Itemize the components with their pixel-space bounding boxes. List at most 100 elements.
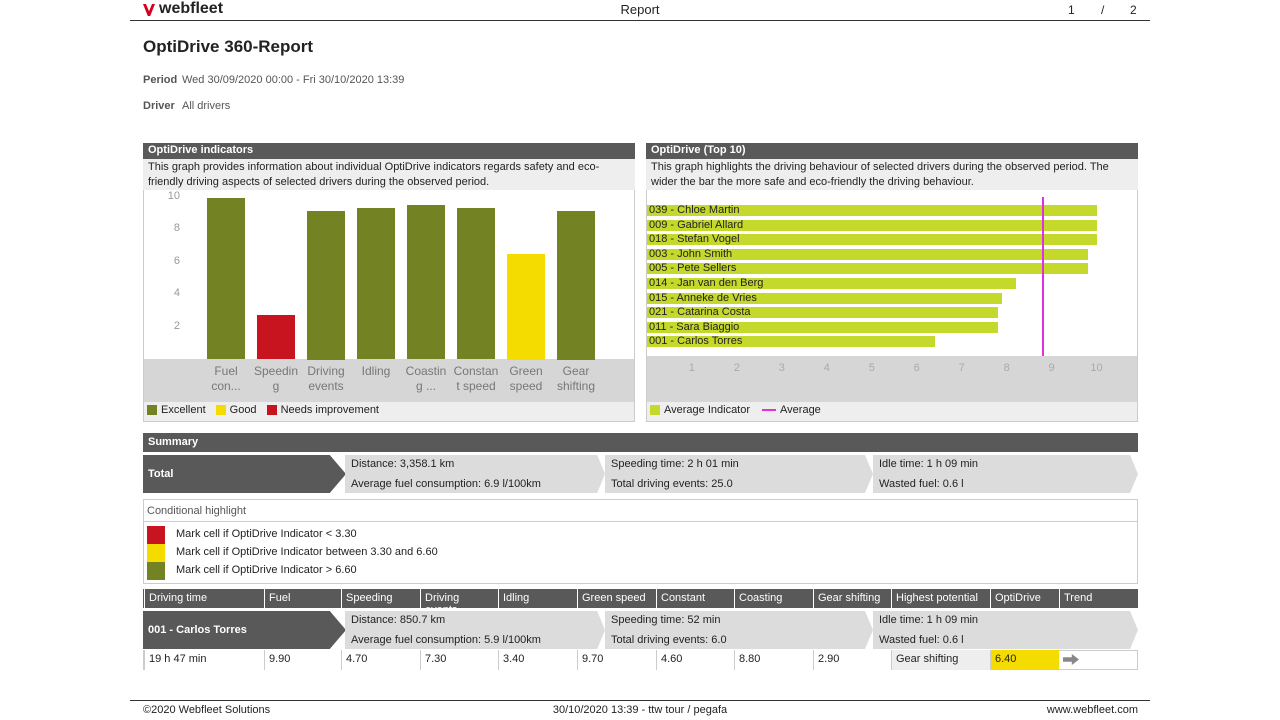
row-label: 001 - Carlos Torres <box>143 611 346 649</box>
column-header: Trend <box>1059 589 1138 608</box>
bar <box>647 219 1097 231</box>
table-cell: 2.90 <box>813 650 891 670</box>
summary-text: Average fuel consumption: 5.9 l/100km <box>351 634 541 646</box>
summary-text: Distance: 850.7 km <box>351 614 446 626</box>
x-tick-label: 4 <box>823 362 830 374</box>
row-label: Total <box>143 455 346 493</box>
bar-label: 021 - Catarina Costa <box>649 306 751 319</box>
x-tick-label: Driving events <box>307 364 345 393</box>
legend-label: Average <box>780 404 821 416</box>
summary-cell <box>873 455 1138 493</box>
report-title: OptiDrive 360-Report <box>143 37 314 56</box>
bar <box>647 321 998 333</box>
column-header: Gear shifting <box>813 589 891 608</box>
footer-rule <box>130 700 1150 701</box>
axis-band <box>144 359 634 402</box>
x-tick-label: 9 <box>1048 362 1055 374</box>
x-tick-label: Idling <box>361 364 391 378</box>
summary-text: Total driving events: 25.0 <box>611 478 733 490</box>
table-cell: 4.60 <box>656 650 734 670</box>
highlight-box <box>143 499 1138 584</box>
bar <box>307 211 345 360</box>
legend-line <box>762 409 777 411</box>
y-tick-label: 2 <box>173 319 180 332</box>
highlight-text: Mark cell if OptiDrive Indicator < 3.30 <box>176 528 357 540</box>
legend-label: Good <box>229 404 257 416</box>
x-tick-label: 5 <box>868 362 875 374</box>
summary-text: Idle time: 1 h 09 min <box>879 614 979 626</box>
table-cell: Gear shifting <box>891 650 990 670</box>
summary-cell <box>873 611 1138 649</box>
summary-title: Summary <box>143 433 1138 452</box>
bar-label: 018 - Stefan Vogel <box>649 233 740 246</box>
driver-label: Driver <box>143 100 175 112</box>
bar <box>647 205 1097 216</box>
highlight-swatch <box>147 544 165 562</box>
x-tick-label: 6 <box>913 362 920 374</box>
x-tick-label: 8 <box>1003 362 1010 374</box>
highlight-swatch <box>147 562 165 580</box>
summary-cell <box>605 455 873 493</box>
bar-label: 039 - Chloe Martin <box>649 204 740 216</box>
highlight-rule <box>144 521 1137 522</box>
bar <box>207 198 245 360</box>
bar-label: 009 - Gabriel Allard <box>649 218 744 231</box>
x-tick-label: 7 <box>958 362 965 374</box>
bar <box>647 234 1097 246</box>
panel-title: OptiDrive (Top 10) <box>646 143 1138 159</box>
x-tick-label: Speeding <box>253 364 299 393</box>
summary-text: Speeding time: 2 h 01 min <box>611 458 739 470</box>
x-tick-label: Green speed <box>509 364 543 393</box>
summary-text: Distance: 3,358.1 km <box>351 458 455 470</box>
column-header: Driving time <box>144 589 264 608</box>
table-cell: 9.70 <box>577 650 656 670</box>
bar <box>357 207 395 360</box>
bar <box>457 207 495 360</box>
legend-swatch <box>650 405 660 415</box>
legend-label: Excellent <box>161 404 206 416</box>
summary-cell <box>345 611 605 649</box>
header-rule <box>130 20 1150 21</box>
table-cell: 9.90 <box>264 650 341 670</box>
column-header: OptiDrive <box>990 589 1059 608</box>
footer-left: ©2020 Webfleet Solutions <box>143 704 271 716</box>
period-label: Period <box>143 74 178 86</box>
header-title: Report <box>620 2 660 17</box>
x-tick-label: 1 <box>688 362 696 374</box>
bar-label: 015 - Anneke de Vries <box>649 291 757 304</box>
bar <box>647 248 1088 260</box>
summary-text: Speeding time: 52 min <box>611 614 721 626</box>
legend-swatch <box>147 405 157 415</box>
trend-arrow <box>1063 654 1079 665</box>
x-tick-label: 3 <box>778 362 785 374</box>
x-tick-label: Constant speed <box>453 364 499 393</box>
x-tick-label: Fuel con... <box>211 364 241 393</box>
table-cell: 8.80 <box>734 650 813 670</box>
footer-right: www.webfleet.com <box>1046 704 1138 716</box>
summary-text: Total driving events: 6.0 <box>611 634 727 646</box>
bar <box>647 336 935 348</box>
bar-label: 003 - John Smith <box>649 247 733 260</box>
bar <box>647 292 1003 304</box>
bar-label: 005 - Pete Sellers <box>649 262 737 275</box>
bar <box>647 307 998 319</box>
table-cell: 19 h 47 min <box>144 650 264 670</box>
highlight-text: Mark cell if OptiDrive Indicator > 6.60 <box>176 564 357 576</box>
y-tick-label: 8 <box>173 222 180 235</box>
x-tick-label: 2 <box>733 362 740 374</box>
legend-band <box>647 402 1137 421</box>
period-value: Wed 30/09/2020 00:00 - Fri 30/10/2020 13… <box>182 74 405 86</box>
table-cell: 3.40 <box>498 650 577 670</box>
summary-cell <box>345 455 605 493</box>
panel-description: This graph provides information about in… <box>143 159 635 190</box>
y-tick-label: 4 <box>173 287 180 300</box>
x-tick-label: 10 <box>1090 362 1103 374</box>
bar <box>647 263 1088 275</box>
table-cell: 6.40 <box>990 650 1059 670</box>
highlight-title: Conditional highlight <box>147 505 247 517</box>
x-tick-label: Coasting ... <box>405 364 447 393</box>
summary-text: Idle time: 1 h 09 min <box>879 458 979 470</box>
page-separator: / <box>1101 3 1105 17</box>
bar-label: 014 - Jan van den Berg <box>649 277 764 289</box>
